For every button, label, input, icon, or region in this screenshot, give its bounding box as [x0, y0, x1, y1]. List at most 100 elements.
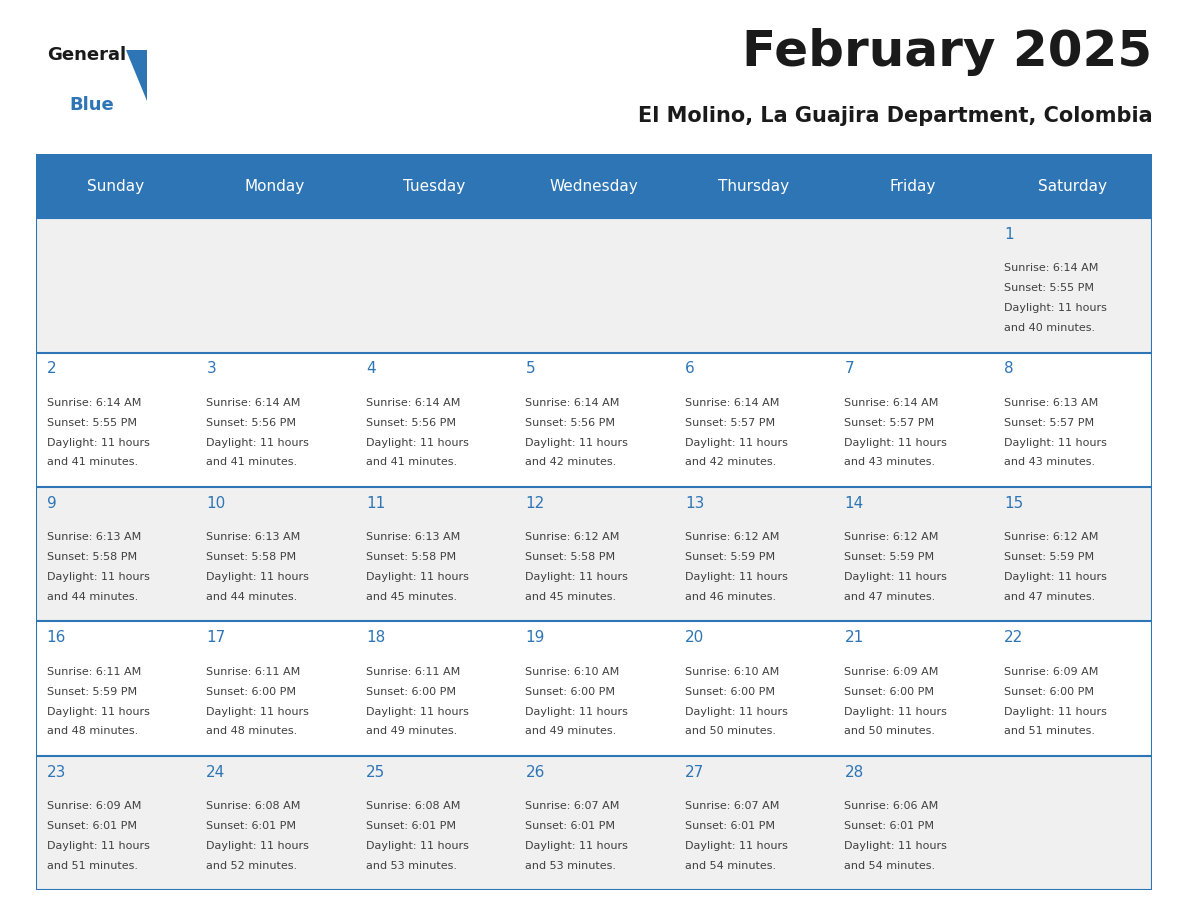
Text: Sunrise: 6:14 AM: Sunrise: 6:14 AM — [845, 397, 939, 408]
Text: 27: 27 — [685, 765, 704, 779]
Text: 11: 11 — [366, 496, 385, 510]
Text: Sunrise: 6:09 AM: Sunrise: 6:09 AM — [1004, 666, 1099, 677]
Text: Sunset: 5:58 PM: Sunset: 5:58 PM — [207, 553, 297, 562]
Text: February 2025: February 2025 — [742, 28, 1152, 75]
Text: Daylight: 11 hours: Daylight: 11 hours — [525, 572, 628, 582]
Text: and 47 minutes.: and 47 minutes. — [1004, 592, 1095, 602]
Bar — [993, 756, 1152, 890]
Text: 8: 8 — [1004, 361, 1013, 376]
Text: Sunrise: 6:11 AM: Sunrise: 6:11 AM — [366, 666, 460, 677]
Text: and 45 minutes.: and 45 minutes. — [366, 592, 457, 602]
Text: Sunset: 6:01 PM: Sunset: 6:01 PM — [525, 822, 615, 831]
Text: Sunrise: 6:10 AM: Sunrise: 6:10 AM — [685, 666, 779, 677]
Text: and 52 minutes.: and 52 minutes. — [207, 861, 297, 871]
Bar — [833, 487, 993, 621]
Text: Sunrise: 6:14 AM: Sunrise: 6:14 AM — [525, 397, 620, 408]
Bar — [833, 218, 993, 353]
Text: and 49 minutes.: and 49 minutes. — [525, 726, 617, 736]
Text: 19: 19 — [525, 630, 545, 645]
Text: Sunset: 6:00 PM: Sunset: 6:00 PM — [207, 687, 296, 697]
Bar — [674, 154, 833, 218]
Text: Sunset: 5:58 PM: Sunset: 5:58 PM — [46, 553, 137, 562]
Text: and 54 minutes.: and 54 minutes. — [685, 861, 776, 871]
Text: Sunrise: 6:12 AM: Sunrise: 6:12 AM — [1004, 532, 1099, 543]
Bar — [355, 154, 514, 218]
Text: Sunset: 6:01 PM: Sunset: 6:01 PM — [685, 822, 775, 831]
Text: Daylight: 11 hours: Daylight: 11 hours — [46, 572, 150, 582]
Text: and 42 minutes.: and 42 minutes. — [525, 457, 617, 467]
Text: Sunset: 5:59 PM: Sunset: 5:59 PM — [46, 687, 137, 697]
Text: Sunset: 5:55 PM: Sunset: 5:55 PM — [1004, 284, 1094, 293]
Bar — [36, 621, 195, 756]
Text: Sunrise: 6:14 AM: Sunrise: 6:14 AM — [207, 397, 301, 408]
Bar — [514, 487, 674, 621]
Text: Sunset: 5:58 PM: Sunset: 5:58 PM — [366, 553, 456, 562]
Text: and 46 minutes.: and 46 minutes. — [685, 592, 776, 602]
Bar — [36, 154, 195, 218]
Bar — [833, 621, 993, 756]
Text: Sunrise: 6:10 AM: Sunrise: 6:10 AM — [525, 666, 620, 677]
Text: Daylight: 11 hours: Daylight: 11 hours — [685, 572, 788, 582]
Text: Daylight: 11 hours: Daylight: 11 hours — [1004, 303, 1107, 313]
Text: Sunday: Sunday — [87, 179, 144, 194]
Text: Sunrise: 6:12 AM: Sunrise: 6:12 AM — [525, 532, 620, 543]
Text: and 40 minutes.: and 40 minutes. — [1004, 323, 1095, 333]
Text: 21: 21 — [845, 630, 864, 645]
Text: Sunset: 6:01 PM: Sunset: 6:01 PM — [845, 822, 935, 831]
Text: and 47 minutes.: and 47 minutes. — [845, 592, 936, 602]
Text: 18: 18 — [366, 630, 385, 645]
Text: Sunrise: 6:14 AM: Sunrise: 6:14 AM — [46, 397, 141, 408]
Bar — [674, 353, 833, 487]
Text: Sunrise: 6:14 AM: Sunrise: 6:14 AM — [1004, 263, 1099, 274]
Text: and 43 minutes.: and 43 minutes. — [1004, 457, 1095, 467]
Bar — [833, 154, 993, 218]
Text: Daylight: 11 hours: Daylight: 11 hours — [366, 841, 469, 851]
Text: 14: 14 — [845, 496, 864, 510]
Text: El Molino, La Guajira Department, Colombia: El Molino, La Guajira Department, Colomb… — [638, 106, 1152, 126]
Bar — [514, 154, 674, 218]
Text: 7: 7 — [845, 361, 854, 376]
Text: Daylight: 11 hours: Daylight: 11 hours — [207, 438, 309, 448]
Text: Daylight: 11 hours: Daylight: 11 hours — [525, 438, 628, 448]
Text: 23: 23 — [46, 765, 67, 779]
Text: Thursday: Thursday — [718, 179, 789, 194]
Text: Daylight: 11 hours: Daylight: 11 hours — [1004, 707, 1107, 717]
Text: Daylight: 11 hours: Daylight: 11 hours — [46, 438, 150, 448]
Text: Daylight: 11 hours: Daylight: 11 hours — [366, 572, 469, 582]
Text: 6: 6 — [685, 361, 695, 376]
Text: Daylight: 11 hours: Daylight: 11 hours — [46, 707, 150, 717]
Text: and 44 minutes.: and 44 minutes. — [207, 592, 297, 602]
Text: Sunset: 6:01 PM: Sunset: 6:01 PM — [46, 822, 137, 831]
Text: and 41 minutes.: and 41 minutes. — [46, 457, 138, 467]
Text: and 51 minutes.: and 51 minutes. — [46, 861, 138, 871]
Text: Sunset: 5:55 PM: Sunset: 5:55 PM — [46, 418, 137, 428]
Text: Sunset: 5:56 PM: Sunset: 5:56 PM — [525, 418, 615, 428]
Text: Sunrise: 6:09 AM: Sunrise: 6:09 AM — [845, 666, 939, 677]
Text: Sunrise: 6:13 AM: Sunrise: 6:13 AM — [1004, 397, 1098, 408]
Text: and 41 minutes.: and 41 minutes. — [207, 457, 297, 467]
Text: 20: 20 — [685, 630, 704, 645]
Text: 25: 25 — [366, 765, 385, 779]
Text: Daylight: 11 hours: Daylight: 11 hours — [685, 707, 788, 717]
Bar — [355, 218, 514, 353]
Text: 26: 26 — [525, 765, 545, 779]
Text: Sunset: 5:59 PM: Sunset: 5:59 PM — [685, 553, 775, 562]
Text: Daylight: 11 hours: Daylight: 11 hours — [207, 707, 309, 717]
Text: Sunset: 6:00 PM: Sunset: 6:00 PM — [1004, 687, 1094, 697]
Bar — [833, 756, 993, 890]
Text: Daylight: 11 hours: Daylight: 11 hours — [207, 841, 309, 851]
Bar — [674, 218, 833, 353]
Text: Sunrise: 6:07 AM: Sunrise: 6:07 AM — [525, 801, 620, 812]
Bar — [993, 218, 1152, 353]
Text: and 51 minutes.: and 51 minutes. — [1004, 726, 1095, 736]
Text: Saturday: Saturday — [1038, 179, 1107, 194]
Text: and 53 minutes.: and 53 minutes. — [366, 861, 457, 871]
Text: 13: 13 — [685, 496, 704, 510]
Text: Daylight: 11 hours: Daylight: 11 hours — [366, 707, 469, 717]
Text: 2: 2 — [46, 361, 57, 376]
Bar — [674, 756, 833, 890]
Text: Sunset: 5:56 PM: Sunset: 5:56 PM — [366, 418, 456, 428]
Bar — [355, 487, 514, 621]
Bar — [355, 353, 514, 487]
Text: Daylight: 11 hours: Daylight: 11 hours — [845, 572, 947, 582]
